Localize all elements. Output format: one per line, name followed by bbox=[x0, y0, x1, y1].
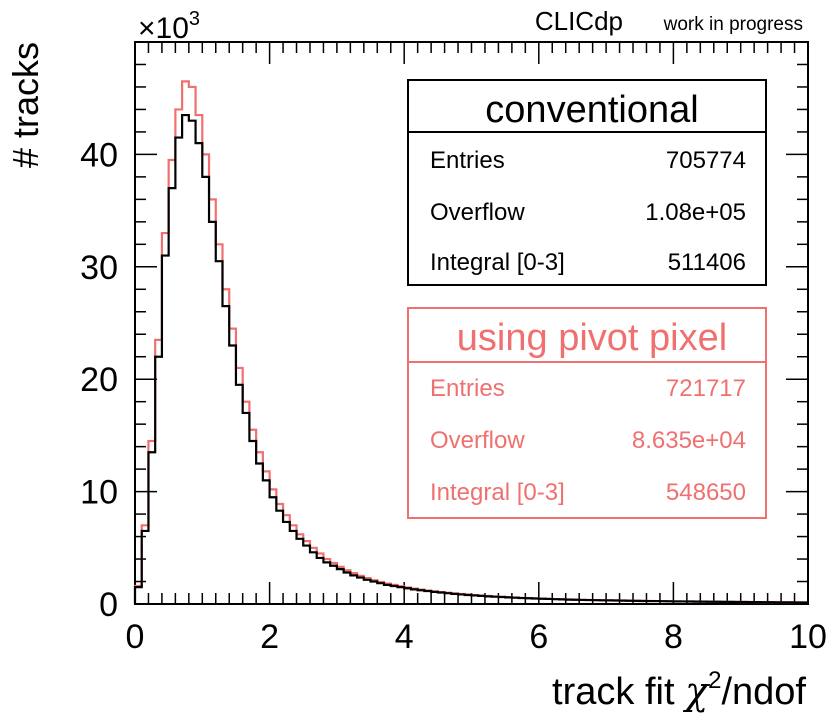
work-in-progress-label: work in progress bbox=[663, 14, 803, 35]
stats-pivot-overflow-label: Overflow bbox=[430, 427, 525, 454]
x-tick-label: 10 bbox=[789, 618, 827, 656]
x-axis-title: track fit χ2/ndof bbox=[552, 667, 806, 713]
stats-conventional-entries-label: Entries bbox=[430, 147, 505, 174]
stats-box-conventional: conventional Entries 705774 Overflow 1.0… bbox=[407, 79, 767, 286]
y-tick-label: 20 bbox=[80, 361, 118, 399]
stats-conventional-title: conventional bbox=[485, 89, 698, 131]
stats-conventional-integral-label: Integral [0-3] bbox=[430, 249, 565, 276]
stats-pivot-integral-value: 548650 bbox=[666, 479, 746, 506]
y-tick-label: 40 bbox=[80, 136, 118, 174]
stats-pivot-entries-label: Entries bbox=[430, 375, 505, 402]
y-tick-label: 0 bbox=[99, 586, 118, 624]
x-tick-label: 6 bbox=[529, 618, 548, 656]
stats-box-pivot-frame bbox=[407, 307, 767, 519]
y-axis-ticks bbox=[135, 41, 808, 605]
stats-conventional-overflow-value: 1.08e+05 bbox=[645, 199, 746, 226]
stats-pivot-integral-label: Integral [0-3] bbox=[430, 479, 565, 506]
stats-pivot-title: using pivot pixel bbox=[457, 317, 727, 359]
x-tick-label: 2 bbox=[260, 618, 279, 656]
stats-conventional-integral-value: 511406 bbox=[668, 249, 746, 276]
y-axis-title: # tracks bbox=[5, 42, 46, 168]
stats-conventional-entries-value: 705774 bbox=[666, 147, 746, 174]
y-tick-label: 30 bbox=[80, 249, 118, 287]
x-axis-tick-labels: 0 2 4 6 8 10 bbox=[126, 618, 827, 656]
stats-conventional-overflow-label: Overflow bbox=[430, 199, 525, 226]
y-multiplier: ×103 bbox=[138, 8, 200, 45]
y-axis-tick-labels: 0 10 20 30 40 bbox=[80, 136, 118, 624]
series-line-conventional bbox=[133, 113, 808, 604]
stats-pivot-entries-value: 721717 bbox=[666, 375, 746, 402]
x-tick-label: 0 bbox=[126, 618, 145, 656]
stats-pivot-overflow-value: 8.635e+04 bbox=[632, 427, 746, 454]
stats-box-conventional-frame bbox=[407, 79, 767, 286]
clicdp-brand: CLICdp bbox=[535, 6, 623, 36]
x-tick-label: 8 bbox=[664, 618, 683, 656]
x-tick-label: 4 bbox=[395, 618, 414, 656]
y-tick-label: 10 bbox=[80, 474, 118, 512]
stats-box-pivot-pixel: using pivot pixel Entries 721717 Overflo… bbox=[407, 307, 767, 519]
